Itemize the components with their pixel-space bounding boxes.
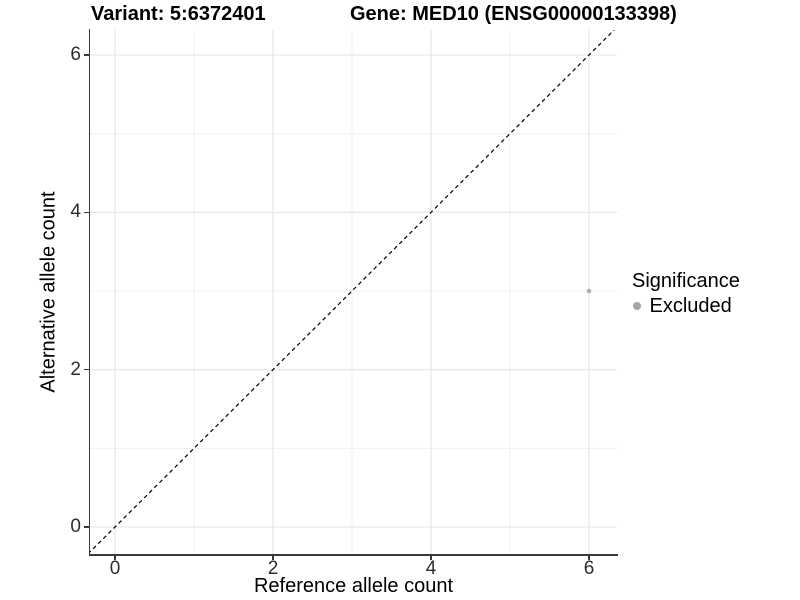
y-tick-label: 0 [70,516,81,537]
x-tick-label: 4 [425,558,437,579]
y-tick-label: 2 [70,358,81,380]
y-axis-tick [84,211,89,214]
y-tick-label: 4 [70,201,81,223]
identity-reference-line [90,30,615,553]
x-tick-label: 0 [109,558,121,579]
plot-canvas [90,30,617,555]
y-axis-tick [84,368,89,371]
x-tick-label: 6 [583,558,595,579]
x-axis-title: Reference allele count [253,575,453,597]
legend-entry-excluded: Excluded [632,295,740,317]
y-axis-tick [84,526,89,528]
x-tick-label: 2 [267,558,279,579]
y-axis-tick [84,54,89,56]
x-axis-tick [114,555,116,561]
data-point [586,288,592,294]
y-tick-label: 6 [70,44,81,65]
x-axis-line [88,554,618,556]
legend: Significance Excluded [632,270,740,318]
x-axis-tick [430,555,432,561]
x-axis-tick [588,555,590,561]
plot-panel [90,30,617,555]
y-axis-line [88,29,91,556]
excluded-point-icon [633,302,641,310]
plot-title-gene: Gene: MED10 (ENSG00000133398) [350,3,677,25]
x-axis-tick [272,555,274,561]
legend-entry-label: Excluded [649,295,732,317]
legend-title: Significance [632,270,740,292]
plot-title-variant: Variant: 5:6372401 [91,3,266,25]
